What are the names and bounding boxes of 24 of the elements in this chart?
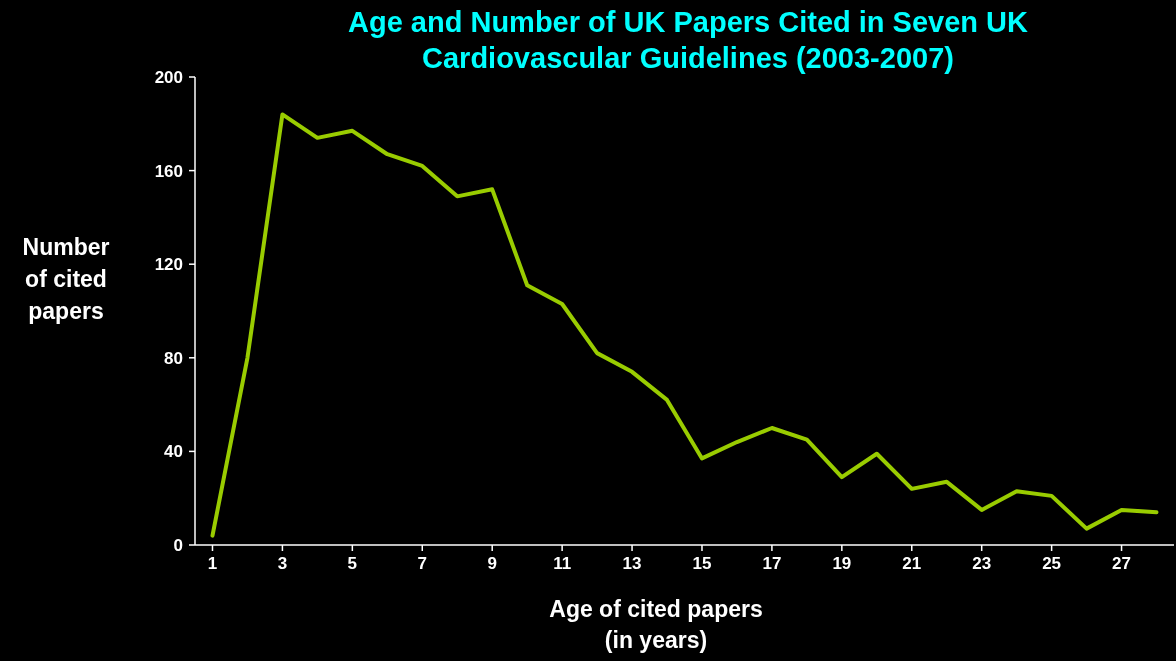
x-tick-label: 3	[277, 554, 288, 573]
x-tick-label: 17	[762, 554, 782, 573]
x-tick-label: 5	[347, 554, 358, 573]
x-tick-label: 25	[1042, 554, 1062, 573]
x-tick-label: 23	[972, 554, 992, 573]
y-tick-label: 200	[154, 67, 183, 87]
x-axis-title: Age of cited papers (in years)	[549, 596, 763, 653]
x-tick-label: 15	[692, 554, 712, 573]
y-tick-label: 80	[164, 348, 183, 368]
x-tick-label: 7	[417, 554, 427, 573]
x-tick-label: 11	[553, 554, 572, 573]
y-tick-label: 0	[173, 535, 183, 555]
y-tick-label: 40	[164, 442, 183, 462]
y-tick-label: 120	[154, 255, 183, 275]
x-tick-label: 13	[622, 554, 642, 573]
x-tick-label: 1	[207, 554, 218, 573]
line-series	[210, 112, 1159, 538]
chart-title: Age and Number of UK Papers Cited in Seven UK Cardiovascular Guidelines (2003-2007)	[347, 6, 1029, 74]
y-tick-label: 160	[154, 161, 183, 181]
x-tick-label: 19	[832, 554, 852, 573]
x-tick-label: 9	[487, 554, 497, 573]
x-tick-label: 21	[902, 554, 922, 573]
x-tick-label: 27	[1112, 554, 1132, 573]
y-axis-title: Number of cited papers	[22, 234, 110, 324]
